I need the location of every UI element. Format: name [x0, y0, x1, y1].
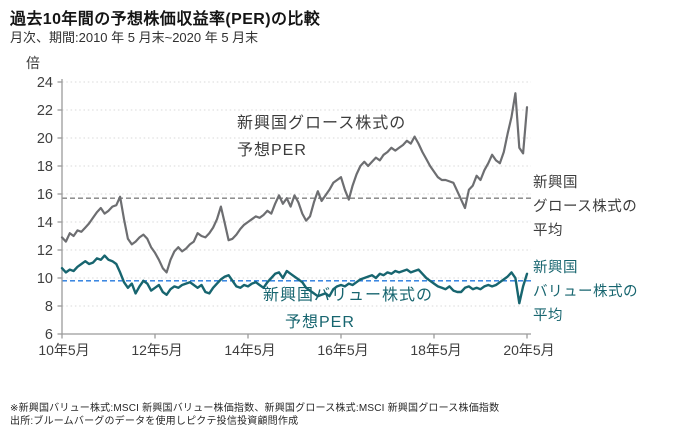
footnote-definition: ※新興国バリュー株式:MSCI 新興国バリュー株価指数、新興国グロース株式:MS…	[10, 403, 500, 414]
growth-average-label-line1: 新興国	[533, 175, 578, 191]
value-series-annotation-line2: 予想PER	[285, 314, 355, 331]
value-series-line	[60, 254, 529, 305]
x-axis-tick-label: 10年5月	[38, 342, 89, 358]
growth-average-label-line2: グロース株式の	[533, 199, 638, 215]
growth-series-annotation-line1: 新興国グロース株式の	[237, 115, 407, 132]
y-axis-tick-label: 20	[37, 131, 53, 147]
value-series-annotation-line1: 新興国バリュー株式の	[263, 287, 434, 304]
y-axis-tick-label: 18	[37, 159, 53, 175]
x-axis-tick-label: 20年5月	[503, 342, 554, 358]
page-title: 過去10年間の予想株価収益率(PER)の比較	[10, 11, 321, 28]
value-average-label-line3: 平均	[533, 308, 563, 324]
y-axis-tick-label: 12	[37, 243, 53, 259]
value-series-annotation: 新興国バリュー株式の 予想PER	[263, 282, 433, 336]
growth-series-annotation: 新興国グロース株式の 予想PER	[237, 110, 406, 164]
y-axis-tick-label: 22	[37, 103, 53, 119]
y-axis-tick-label: 16	[37, 187, 53, 203]
x-axis-tick-label: 16年5月	[317, 342, 368, 358]
growth-series-annotation-line2: 予想PER	[237, 142, 307, 159]
x-axis-tick-label: 18年5月	[410, 342, 461, 358]
y-axis-tick-label: 8	[45, 299, 53, 315]
y-axis-tick-label: 24	[37, 75, 53, 91]
value-average-label-line2: バリュー株式の	[533, 284, 638, 300]
y-axis-unit-label: 倍	[26, 55, 40, 71]
growth-series-line	[60, 92, 529, 274]
footnote-source: 出所:ブルームバーグのデータを使用しピクテ投信投資顧問作成	[10, 416, 299, 427]
y-axis-tick-label: 6	[45, 327, 53, 343]
y-axis-tick-label: 14	[37, 215, 53, 231]
page-subtitle: 月次、期間:2010 年 5 月末~2020 年 5 月末	[10, 30, 259, 45]
growth-average-label: 新興国 グロース株式の 平均	[533, 171, 637, 243]
y-axis-tick-label: 10	[37, 271, 53, 287]
x-axis-tick-label: 12年5月	[131, 342, 182, 358]
value-average-label: 新興国 バリュー株式の 平均	[533, 256, 638, 328]
growth-average-label-line3: 平均	[533, 223, 563, 239]
value-average-label-line1: 新興国	[533, 260, 578, 276]
x-axis-tick-label: 14年5月	[224, 342, 275, 358]
